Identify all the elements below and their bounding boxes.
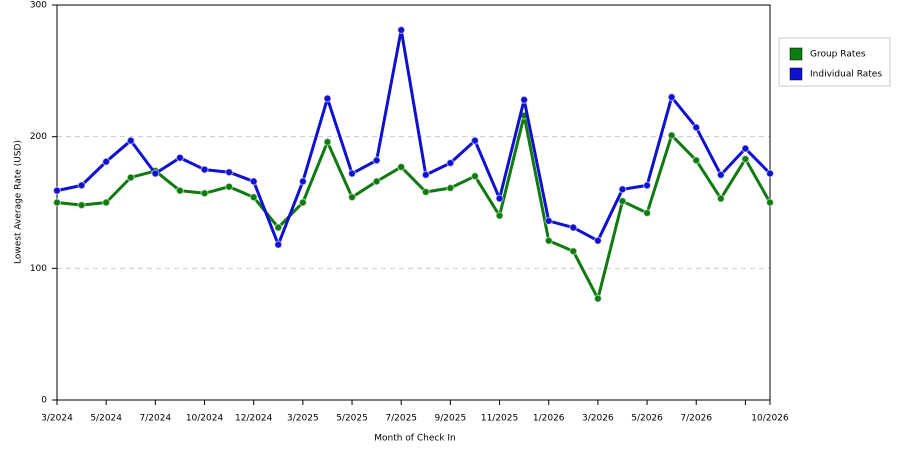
- data-point: [126, 173, 135, 182]
- data-point: [470, 172, 480, 181]
- x-tick-label: 3/2026: [582, 414, 614, 424]
- data-point: [544, 236, 553, 245]
- x-tick-label: 3/2025: [287, 414, 319, 424]
- data-point: [102, 198, 111, 207]
- data-point: [151, 169, 160, 178]
- data-point: [495, 194, 504, 203]
- data-point: [421, 170, 430, 179]
- data-point: [225, 168, 234, 177]
- data-point: [274, 240, 283, 249]
- data-point: [593, 294, 602, 303]
- series-line: [56, 28, 772, 247]
- x-tick-label: 1/2026: [533, 414, 565, 424]
- data-point: [200, 165, 209, 174]
- data-point: [249, 193, 258, 202]
- data-point: [618, 197, 627, 206]
- x-tick-label: 5/2025: [336, 414, 368, 424]
- x-tick-label: 5/2024: [90, 414, 122, 424]
- y-axis-label: Lowest Average Rate (USD): [14, 140, 24, 264]
- x-axis-label: Month of Check In: [374, 434, 456, 444]
- data-point: [569, 247, 578, 256]
- data-point: [298, 177, 307, 186]
- data-point: [421, 187, 430, 197]
- data-point: [298, 198, 307, 207]
- data-point: [126, 136, 135, 145]
- data-point: [102, 157, 111, 166]
- data-point: [372, 177, 381, 186]
- data-point: [470, 136, 480, 145]
- data-point: [642, 208, 652, 218]
- data-point: [692, 123, 701, 132]
- x-tick-label: 9/2025: [435, 414, 467, 424]
- data-point: [175, 186, 185, 195]
- legend-swatch: [789, 47, 803, 61]
- data-point: [593, 236, 602, 245]
- data-point: [520, 95, 529, 104]
- data-point: [52, 186, 62, 195]
- data-point: [642, 181, 652, 190]
- y-tick-label: 0: [41, 396, 47, 406]
- y-tick-label: 100: [30, 264, 47, 274]
- data-point: [569, 223, 578, 232]
- plot-frame: [56, 4, 771, 401]
- data-point: [741, 144, 750, 153]
- data-point: [544, 216, 553, 226]
- data-point: [741, 154, 750, 164]
- data-point: [274, 223, 283, 232]
- data-point: [200, 189, 209, 198]
- x-tick-label: 5/2026: [631, 414, 663, 424]
- data-point: [225, 182, 234, 191]
- data-point: [347, 169, 357, 178]
- x-tick-label: 12/2024: [235, 414, 273, 424]
- data-point: [618, 185, 627, 194]
- data-point: [667, 93, 676, 102]
- data-point: [372, 156, 381, 165]
- data-point: [716, 170, 725, 179]
- data-point: [765, 198, 775, 207]
- data-point: [667, 131, 676, 140]
- data-point: [175, 153, 185, 162]
- data-point: [397, 162, 406, 172]
- x-tick-label: 10/2026: [751, 414, 789, 424]
- legend-label: Individual Rates: [810, 70, 882, 80]
- data-point: [446, 183, 455, 193]
- data-point: [765, 169, 775, 178]
- data-point: [716, 194, 725, 203]
- data-point: [52, 198, 62, 207]
- y-tick-label: 200: [30, 132, 47, 142]
- data-point: [323, 137, 332, 147]
- data-point: [397, 25, 406, 35]
- data-point: [77, 201, 86, 210]
- data-point: [347, 193, 357, 202]
- x-tick-label: 7/2025: [385, 414, 417, 424]
- data-point: [323, 94, 332, 103]
- data-point: [495, 211, 504, 220]
- series-line: [56, 114, 772, 301]
- x-tick-label: 7/2026: [680, 414, 712, 424]
- x-tick-label: 10/2024: [186, 414, 224, 424]
- legend-swatch: [789, 67, 803, 81]
- data-point: [692, 156, 701, 165]
- x-tick-label: 11/2025: [481, 414, 518, 424]
- legend-label: Group Rates: [810, 50, 866, 60]
- y-tick-label: 300: [30, 1, 47, 11]
- x-tick-label: 7/2024: [140, 414, 172, 424]
- data-point: [249, 177, 258, 186]
- x-tick-label: 3/2024: [41, 414, 73, 424]
- data-point: [446, 158, 455, 168]
- data-point: [77, 181, 86, 190]
